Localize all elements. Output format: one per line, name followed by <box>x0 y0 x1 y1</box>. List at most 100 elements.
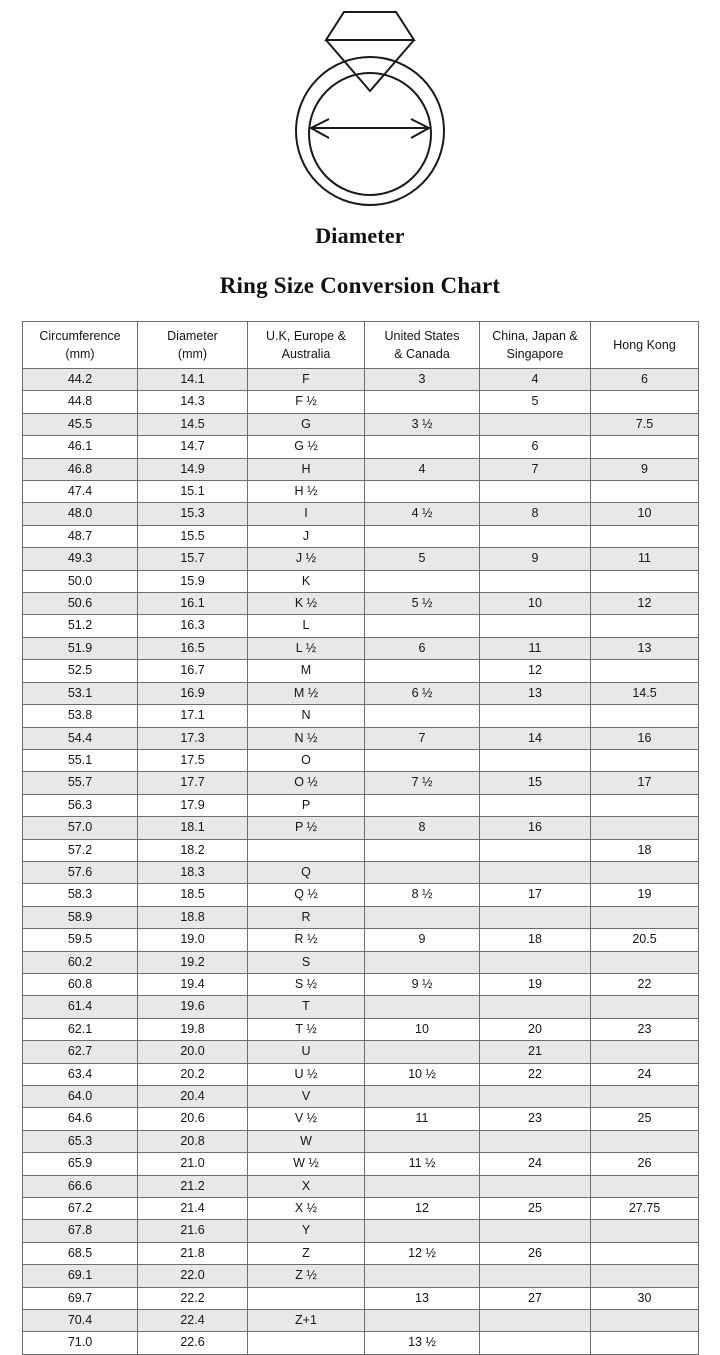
table-row: 46.1 14.7 G ½ 6 <box>22 435 699 459</box>
cell-uk-europe-australia: J <box>247 524 365 549</box>
cell-china-japan-singapore: 23 <box>479 1107 591 1131</box>
cell-hong-kong: 14.5 <box>590 681 699 706</box>
table-row: 68.5 21.8 Z 12 ½ 26 <box>22 1241 699 1266</box>
cell-united-states-canada: 13 <box>364 1286 480 1311</box>
cell-china-japan-singapore: 13 <box>479 681 591 706</box>
cell-china-japan-singapore <box>479 412 591 437</box>
cell-china-japan-singapore: 12 <box>479 659 591 683</box>
cell-china-japan-singapore: 19 <box>479 972 591 997</box>
cell-diameter: 22.2 <box>137 1286 248 1311</box>
cell-circumference: 57.2 <box>22 838 138 862</box>
cell-china-japan-singapore: 6 <box>479 435 591 459</box>
cell-hong-kong <box>590 524 699 549</box>
cell-circumference: 59.5 <box>22 928 138 952</box>
table-row: 46.8 14.9 H 4 7 9 <box>22 457 699 482</box>
cell-china-japan-singapore: 18 <box>479 928 591 952</box>
cell-china-japan-singapore: 25 <box>479 1197 591 1221</box>
table-row: 66.6 21.2 X <box>22 1174 699 1199</box>
cell-china-japan-singapore: 11 <box>479 636 591 661</box>
cell-china-japan-singapore: 20 <box>479 1017 591 1042</box>
cell-circumference: 51.9 <box>22 636 138 661</box>
cell-hong-kong <box>590 1040 699 1064</box>
cell-circumference: 50.6 <box>22 592 138 616</box>
cell-china-japan-singapore <box>479 1309 591 1333</box>
cell-united-states-canada: 8 ½ <box>364 883 480 907</box>
cell-china-japan-singapore: 5 <box>479 390 591 414</box>
cell-circumference: 51.2 <box>22 614 138 638</box>
table-row: 67.2 21.4 X ½ 12 25 27.75 <box>22 1197 699 1221</box>
cell-hong-kong <box>590 816 699 840</box>
cell-circumference: 56.3 <box>22 793 138 818</box>
cell-uk-europe-australia: L <box>247 614 365 638</box>
cell-hong-kong: 25 <box>590 1107 699 1131</box>
cell-diameter: 17.3 <box>137 726 248 750</box>
cell-circumference: 50.0 <box>22 569 138 594</box>
table-row: 53.8 17.1 N <box>22 704 699 728</box>
table-row: 64.6 20.6 V ½ 11 23 25 <box>22 1107 699 1131</box>
column-header-uk-europe-australia: U.K, Europe & Australia <box>247 321 365 369</box>
cell-uk-europe-australia: X <box>247 1174 365 1199</box>
cell-united-states-canada: 4 ½ <box>364 502 480 526</box>
cell-hong-kong <box>590 1241 699 1266</box>
cell-china-japan-singapore <box>479 748 591 773</box>
table-row: 50.0 15.9 K <box>22 569 699 594</box>
cell-diameter: 19.0 <box>137 928 248 952</box>
cell-hong-kong: 30 <box>590 1286 699 1311</box>
cell-uk-europe-australia: Z ½ <box>247 1264 365 1288</box>
cell-hong-kong <box>590 1264 699 1288</box>
cell-uk-europe-australia: Q <box>247 860 365 885</box>
cell-diameter: 19.6 <box>137 995 248 1019</box>
cell-circumference: 46.8 <box>22 457 138 482</box>
cell-china-japan-singapore <box>479 1219 591 1243</box>
cell-diameter: 22.0 <box>137 1264 248 1288</box>
cell-china-japan-singapore: 10 <box>479 592 591 616</box>
cell-hong-kong: 23 <box>590 1017 699 1042</box>
cell-circumference: 63.4 <box>22 1062 138 1087</box>
cell-united-states-canada: 12 ½ <box>364 1241 480 1266</box>
cell-united-states-canada <box>364 995 480 1019</box>
cell-diameter: 17.1 <box>137 704 248 728</box>
cell-united-states-canada <box>364 435 480 459</box>
cell-circumference: 62.1 <box>22 1017 138 1042</box>
cell-diameter: 16.7 <box>137 659 248 683</box>
table-row: 51.9 16.5 L ½ 6 11 13 <box>22 636 699 661</box>
cell-china-japan-singapore: 22 <box>479 1062 591 1087</box>
cell-china-japan-singapore: 27 <box>479 1286 591 1311</box>
cell-uk-europe-australia: R ½ <box>247 928 365 952</box>
table-row: 65.9 21.0 W ½ 11 ½ 24 26 <box>22 1152 699 1176</box>
cell-diameter: 20.4 <box>137 1084 248 1109</box>
cell-uk-europe-australia: V ½ <box>247 1107 365 1131</box>
cell-hong-kong: 24 <box>590 1062 699 1087</box>
table-row: 57.0 18.1 P ½ 8 16 <box>22 816 699 840</box>
cell-circumference: 45.5 <box>22 412 138 437</box>
cell-hong-kong <box>590 1331 699 1355</box>
diameter-arrow-right-head <box>410 118 432 139</box>
table-row: 71.0 22.6 13 ½ <box>22 1331 699 1355</box>
cell-diameter: 14.7 <box>137 435 248 459</box>
cell-circumference: 54.4 <box>22 726 138 750</box>
cell-uk-europe-australia: G ½ <box>247 435 365 459</box>
cell-circumference: 60.2 <box>22 950 138 974</box>
cell-hong-kong: 16 <box>590 726 699 750</box>
cell-china-japan-singapore: 14 <box>479 726 591 750</box>
header-line-2: Australia <box>281 347 331 361</box>
cell-united-states-canada <box>364 524 480 549</box>
cell-hong-kong <box>590 950 699 974</box>
cell-hong-kong: 22 <box>590 972 699 997</box>
cell-united-states-canada <box>364 659 480 683</box>
column-header-hong-kong: Hong Kong <box>590 321 699 369</box>
cell-hong-kong: 26 <box>590 1152 699 1176</box>
cell-china-japan-singapore <box>479 995 591 1019</box>
cell-hong-kong <box>590 905 699 930</box>
cell-hong-kong <box>590 1084 699 1109</box>
cell-china-japan-singapore <box>479 1174 591 1199</box>
cell-united-states-canada: 9 ½ <box>364 972 480 997</box>
table-row: 44.2 14.1 F 3 4 6 <box>22 367 699 392</box>
cell-uk-europe-australia: Y <box>247 1219 365 1243</box>
table-row: 57.6 18.3 Q <box>22 860 699 885</box>
cell-hong-kong <box>590 1174 699 1199</box>
cell-united-states-canada: 10 <box>364 1017 480 1042</box>
header-line-2: (mm) <box>65 347 95 361</box>
